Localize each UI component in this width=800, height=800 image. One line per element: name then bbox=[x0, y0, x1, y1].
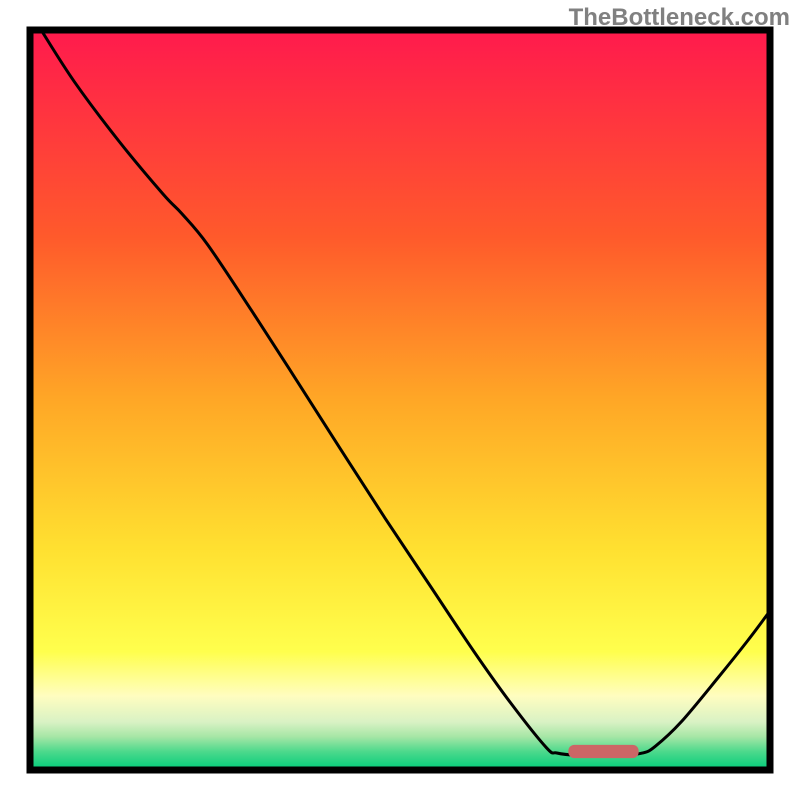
watermark-text: TheBottleneck.com bbox=[569, 4, 790, 32]
optimum-marker bbox=[568, 745, 638, 758]
chart-container: TheBottleneck.com bbox=[0, 0, 800, 800]
chart-svg bbox=[0, 0, 800, 800]
plot-background bbox=[30, 30, 770, 770]
